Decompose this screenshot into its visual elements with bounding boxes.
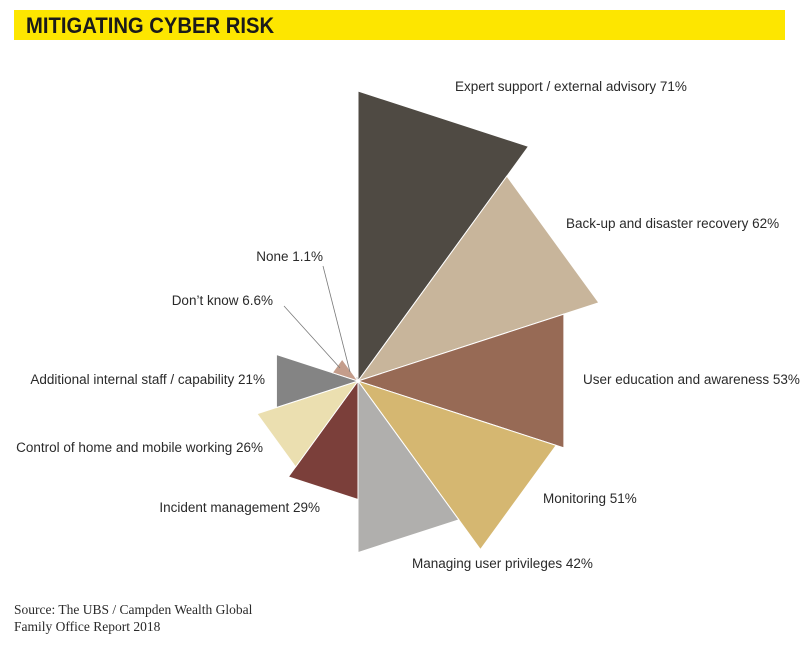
wedge-label-5: Managing user privileges 42%	[412, 556, 593, 571]
wedge-label-2: Back-up and disaster recovery 62%	[566, 216, 779, 231]
wedge-label-10: None 1.1%	[256, 249, 323, 264]
wedge-8	[275, 353, 360, 409]
source-note: Source: The UBS / Campden Wealth Global …	[14, 601, 334, 635]
wedge-label-1: Expert support / external advisory 71%	[455, 79, 687, 94]
wedge-9	[331, 358, 360, 382]
source-line-2: Family Office Report 2018	[14, 619, 161, 634]
wedge-label-7: Control of home and mobile working 26%	[16, 440, 263, 455]
labels-group: Expert support / external advisory 71% Ba…	[16, 79, 800, 571]
wedge-label-6: Incident management 29%	[159, 500, 320, 515]
leader-line-9	[283, 305, 341, 369]
wedges-group	[256, 90, 600, 554]
wedge-label-4: Monitoring 51%	[543, 491, 637, 506]
wedge-label-8: Additional internal staff / capability 2…	[30, 372, 265, 387]
wedge-10	[354, 375, 359, 383]
chart-title: MITIGATING CYBER RISK	[26, 13, 275, 38]
source-line-1: Source: The UBS / Campden Wealth Global	[14, 602, 253, 617]
wedge-label-9: Don’t know 6.6%	[172, 293, 273, 308]
leader-lines-group	[283, 265, 351, 373]
wedge-label-3: User education and awareness 53%	[583, 372, 800, 387]
leader-line-10	[322, 265, 351, 373]
title-banner: MITIGATING CYBER RISK	[14, 10, 785, 40]
